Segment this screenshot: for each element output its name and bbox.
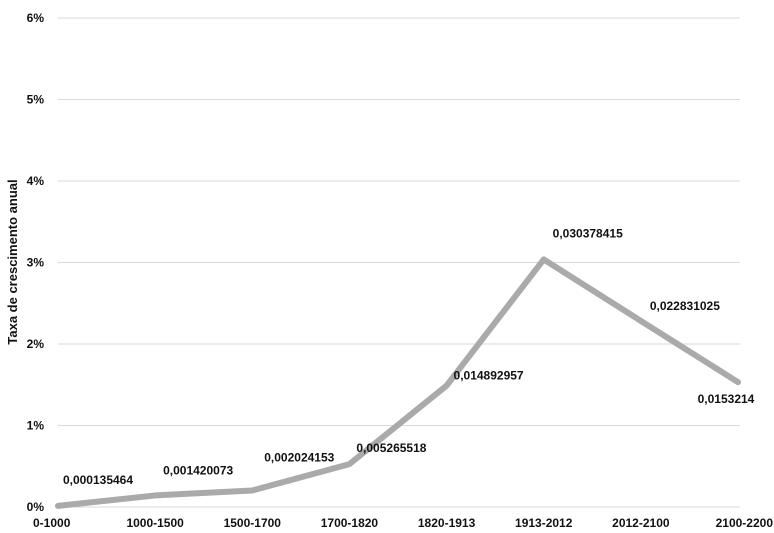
- data-point: [152, 492, 158, 498]
- y-tick-label: 3%: [27, 256, 45, 270]
- data-label: 0,030378415: [553, 226, 623, 240]
- x-tick-label: 1700-1820: [321, 516, 379, 530]
- y-tick-label: 2%: [27, 337, 45, 351]
- y-tick-label: 6%: [27, 11, 45, 25]
- data-label: 0,022831025: [650, 299, 720, 313]
- x-tick-label: 1000-1500: [126, 516, 184, 530]
- data-label: 0,005265518: [356, 441, 426, 455]
- x-tick-label: 1820-1913: [418, 516, 476, 530]
- data-label: 0,014892957: [454, 369, 524, 383]
- series-line: [55, 256, 741, 509]
- x-tick-labels: 0-1000 1000-1500 1500-1700 1700-1820 1820-19…: [33, 516, 773, 530]
- y-tick-labels: 0% 1% 2% 3% 4% 5% 6%: [27, 11, 45, 514]
- x-tick-label: 0-1000: [33, 516, 71, 530]
- series-group: [55, 256, 741, 509]
- gridlines: [58, 17, 740, 508]
- data-point: [249, 488, 255, 494]
- data-point: [55, 503, 61, 509]
- y-tick-label: 4%: [27, 174, 45, 188]
- y-tick-label: 5%: [27, 93, 45, 107]
- data-point: [735, 379, 741, 385]
- data-label: 0,000135464: [63, 473, 133, 487]
- x-tick-label: 1500-1700: [224, 516, 282, 530]
- y-axis-title: Taxa de crescimento anual: [5, 179, 20, 344]
- data-label: 0,0153214: [698, 392, 755, 406]
- data-point: [346, 461, 352, 467]
- x-tick-label: 1913-2012: [515, 516, 573, 530]
- data-label: 0,002024153: [264, 451, 334, 465]
- data-point: [444, 383, 450, 389]
- x-tick-label: 2012-2100: [612, 516, 670, 530]
- y-tick-label: 1%: [27, 419, 45, 433]
- data-point: [638, 318, 644, 324]
- data-label: 0,001420073: [163, 463, 233, 477]
- y-tick-label: 0%: [27, 500, 45, 514]
- data-labels: 0,000135464 0,001420073 0,002024153 0,00526…: [63, 226, 755, 486]
- x-tick-label: 2100-2200: [716, 516, 774, 530]
- data-point: [541, 256, 547, 262]
